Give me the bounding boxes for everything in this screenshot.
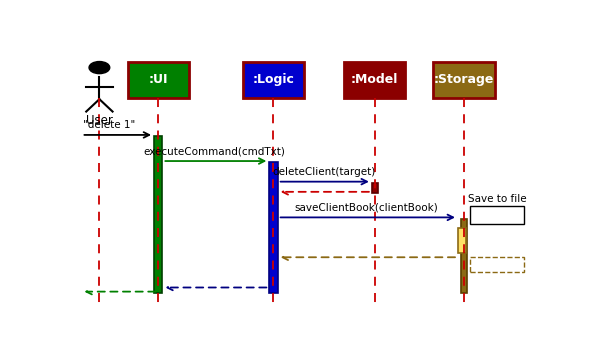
Bar: [458, 228, 466, 253]
Bar: [433, 62, 495, 98]
Text: "delete 1": "delete 1": [83, 120, 135, 130]
Text: Save to file: Save to file: [467, 193, 526, 203]
Text: executeCommand(cmdTxt): executeCommand(cmdTxt): [144, 146, 285, 156]
Text: :Model: :Model: [351, 74, 398, 86]
Bar: [270, 162, 277, 293]
Text: :Storage: :Storage: [434, 74, 494, 86]
Text: :UI: :UI: [149, 74, 168, 86]
Circle shape: [89, 61, 110, 74]
Bar: [371, 183, 378, 193]
Bar: [470, 257, 524, 272]
Bar: [461, 219, 467, 293]
Bar: [344, 62, 405, 98]
Bar: [154, 136, 163, 293]
Text: User: User: [86, 114, 113, 127]
Bar: [243, 62, 304, 98]
Text: saveClientBook(clientBook): saveClientBook(clientBook): [294, 203, 438, 213]
Bar: [127, 62, 189, 98]
Text: :Logic: :Logic: [253, 74, 294, 86]
Text: deleteClient(target): deleteClient(target): [272, 167, 375, 177]
Bar: [470, 206, 524, 224]
